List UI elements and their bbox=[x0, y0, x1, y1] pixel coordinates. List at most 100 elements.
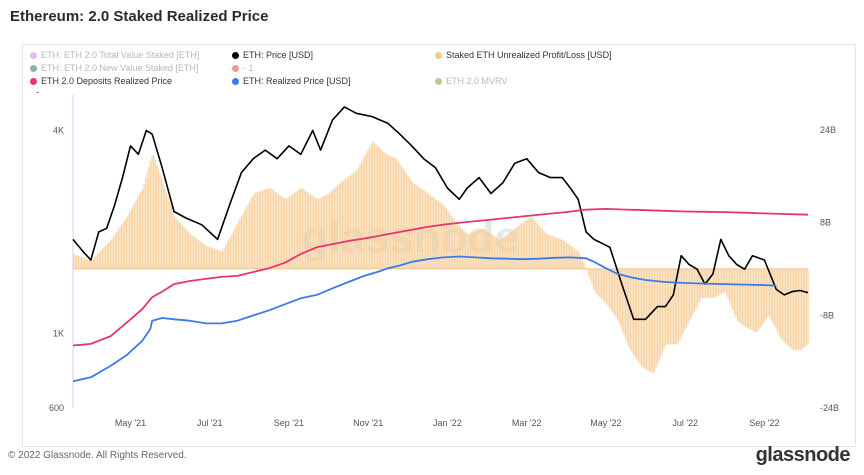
pl-bar bbox=[527, 219, 529, 269]
pl-bar bbox=[285, 198, 287, 269]
legend-item-unrealized-pl[interactable]: Staked ETH Unrealized Profit/Loss [USD] bbox=[435, 50, 612, 60]
legend-dot-icon bbox=[30, 51, 37, 59]
pl-bar bbox=[677, 268, 679, 344]
pl-bar bbox=[439, 202, 441, 269]
pl-bar bbox=[191, 235, 193, 269]
pl-bar bbox=[786, 268, 788, 345]
pl-bar bbox=[257, 192, 259, 269]
pl-bar bbox=[113, 236, 115, 269]
pl-bar bbox=[293, 192, 295, 269]
legend-item-eth-price[interactable]: ETH: Price [USD] bbox=[232, 50, 313, 60]
pl-bar bbox=[607, 268, 609, 306]
pl-bar bbox=[676, 268, 678, 345]
pl-bar bbox=[399, 163, 401, 269]
pl-bar bbox=[170, 206, 172, 269]
pl-bar bbox=[261, 190, 263, 269]
pl-bar bbox=[759, 268, 761, 329]
legend-item-mvrv[interactable]: ETH 2.0 MVRV bbox=[435, 76, 507, 86]
legend-item-new-value-staked[interactable]: ETH: ETH 2.0 New Value Staked [ETH] bbox=[30, 63, 198, 73]
pl-bar bbox=[452, 217, 454, 269]
pl-bar bbox=[465, 231, 467, 269]
pl-bar bbox=[173, 216, 175, 269]
pl-bar bbox=[772, 268, 774, 323]
pl-bar bbox=[348, 176, 350, 269]
pl-bar bbox=[425, 191, 427, 269]
legend-item-realized-price[interactable]: ETH: Realized Price [USD] bbox=[232, 76, 351, 86]
pl-bar bbox=[389, 155, 391, 269]
pl-bar bbox=[511, 230, 513, 269]
pl-bar bbox=[394, 158, 396, 269]
pl-bar bbox=[767, 268, 769, 317]
pl-bar bbox=[636, 268, 638, 360]
pl-bar bbox=[597, 268, 599, 296]
pl-bar bbox=[788, 268, 790, 347]
pl-bar bbox=[738, 268, 740, 323]
pl-bar bbox=[801, 268, 803, 350]
pl-bar bbox=[599, 268, 601, 298]
pl-bar bbox=[359, 164, 361, 269]
legend-label: ETH: ETH 2.0 Total Value Staked [ETH] bbox=[41, 50, 200, 60]
pl-bar bbox=[421, 189, 423, 269]
legend-dot-icon bbox=[30, 77, 37, 85]
pl-bar bbox=[313, 196, 315, 269]
pl-bar bbox=[673, 268, 675, 345]
pl-bar bbox=[89, 259, 91, 269]
pl-bar bbox=[225, 245, 227, 269]
pl-bar bbox=[106, 244, 108, 269]
pl-bar bbox=[239, 218, 241, 269]
x-tick-label: Jul '21 bbox=[197, 418, 223, 428]
brand-logo: glassnode bbox=[755, 444, 851, 466]
pl-bar bbox=[777, 268, 779, 333]
pl-bar bbox=[361, 161, 363, 269]
pl-bar bbox=[245, 207, 247, 269]
left-tick-label: 600 bbox=[49, 403, 64, 413]
pl-bar bbox=[81, 257, 83, 269]
pl-bar bbox=[410, 180, 412, 269]
pl-bar bbox=[561, 239, 563, 269]
pl-bar bbox=[266, 188, 268, 269]
pl-bar bbox=[466, 233, 468, 269]
pl-bar bbox=[781, 268, 783, 340]
pl-bar bbox=[543, 230, 545, 269]
pl-bar bbox=[530, 216, 532, 269]
pl-bar bbox=[85, 258, 87, 269]
pl-bar bbox=[661, 268, 663, 353]
pl-bar bbox=[409, 177, 411, 269]
pl-bar bbox=[337, 185, 339, 269]
pl-bar bbox=[188, 232, 190, 269]
pl-bar bbox=[373, 142, 375, 269]
pl-bar bbox=[133, 203, 135, 269]
pl-bar bbox=[117, 229, 119, 269]
pl-bar bbox=[100, 250, 102, 269]
legend-item-deposits-realized-price[interactable]: ETH 2.0 Deposits Realized Price bbox=[30, 76, 172, 86]
pl-bar bbox=[325, 194, 327, 269]
legend-item-minus-one[interactable]: - 1 bbox=[232, 63, 254, 73]
legend-extra: - bbox=[36, 87, 39, 97]
legend-item-total-value-staked[interactable]: ETH: ETH 2.0 Total Value Staked [ETH] bbox=[30, 50, 199, 60]
pl-bar bbox=[138, 194, 140, 269]
pl-bar bbox=[581, 259, 583, 269]
pl-bar bbox=[674, 268, 676, 345]
pl-bar bbox=[437, 200, 439, 269]
pl-bar bbox=[114, 234, 116, 269]
pl-bar bbox=[479, 229, 481, 269]
pl-bar bbox=[474, 231, 476, 269]
pl-bar bbox=[751, 268, 753, 331]
pl-bar bbox=[298, 189, 300, 269]
pl-bar bbox=[642, 268, 644, 368]
pl-bar bbox=[477, 230, 479, 269]
pl-bar bbox=[473, 232, 475, 269]
pl-bar bbox=[413, 183, 415, 269]
pl-bar bbox=[732, 268, 734, 311]
pl-bar bbox=[210, 247, 212, 269]
pl-bar bbox=[481, 229, 483, 269]
pl-bar bbox=[76, 255, 78, 269]
legend-dot-icon bbox=[435, 77, 442, 85]
pl-bar bbox=[305, 190, 307, 269]
pl-bar bbox=[500, 238, 502, 269]
pl-bar bbox=[402, 168, 404, 269]
pl-bar bbox=[241, 216, 243, 269]
pl-bar bbox=[375, 144, 377, 269]
pl-bar bbox=[585, 266, 587, 269]
pl-bar bbox=[84, 258, 86, 269]
